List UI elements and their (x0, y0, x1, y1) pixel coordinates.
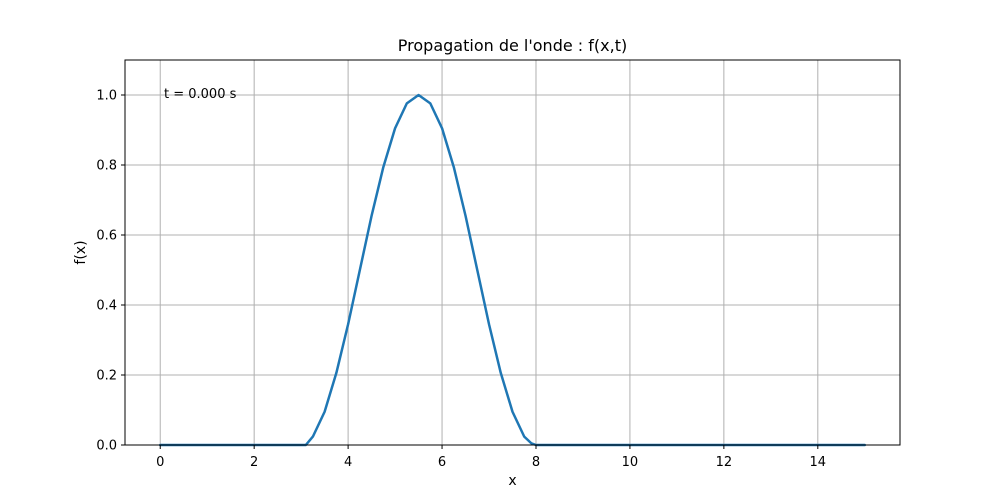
x-tick-label: 6 (438, 455, 446, 470)
axis-ticks: 0 2 4 6 8 10 12 14 0.0 0.2 0.4 0.6 0.8 1.0 (96, 89, 826, 471)
y-tick-label: 0.6 (96, 229, 117, 244)
grid-lines (125, 60, 900, 446)
x-tick-label: 10 (622, 455, 639, 470)
y-axis-label: f(x) (73, 240, 89, 264)
x-tick-label: 14 (810, 455, 827, 470)
chart-title: Propagation de l'onde : f(x,t) (398, 36, 627, 55)
x-tick-label: 2 (250, 455, 258, 470)
time-annotation: t = 0.000 s (164, 87, 237, 102)
x-tick-label: 8 (532, 455, 540, 470)
x-tick-label: 12 (716, 455, 733, 470)
y-tick-label: 0.2 (96, 369, 117, 384)
plot-area-frame (124, 59, 901, 446)
y-tick-label: 0.0 (96, 439, 117, 454)
y-tick-label: 1.0 (96, 89, 117, 104)
y-tick-label: 0.8 (96, 159, 117, 174)
x-tick-label: 4 (344, 455, 352, 470)
y-tick-label: 0.4 (96, 299, 117, 314)
x-tick-label: 0 (156, 455, 164, 470)
x-axis-label: x (508, 473, 516, 489)
